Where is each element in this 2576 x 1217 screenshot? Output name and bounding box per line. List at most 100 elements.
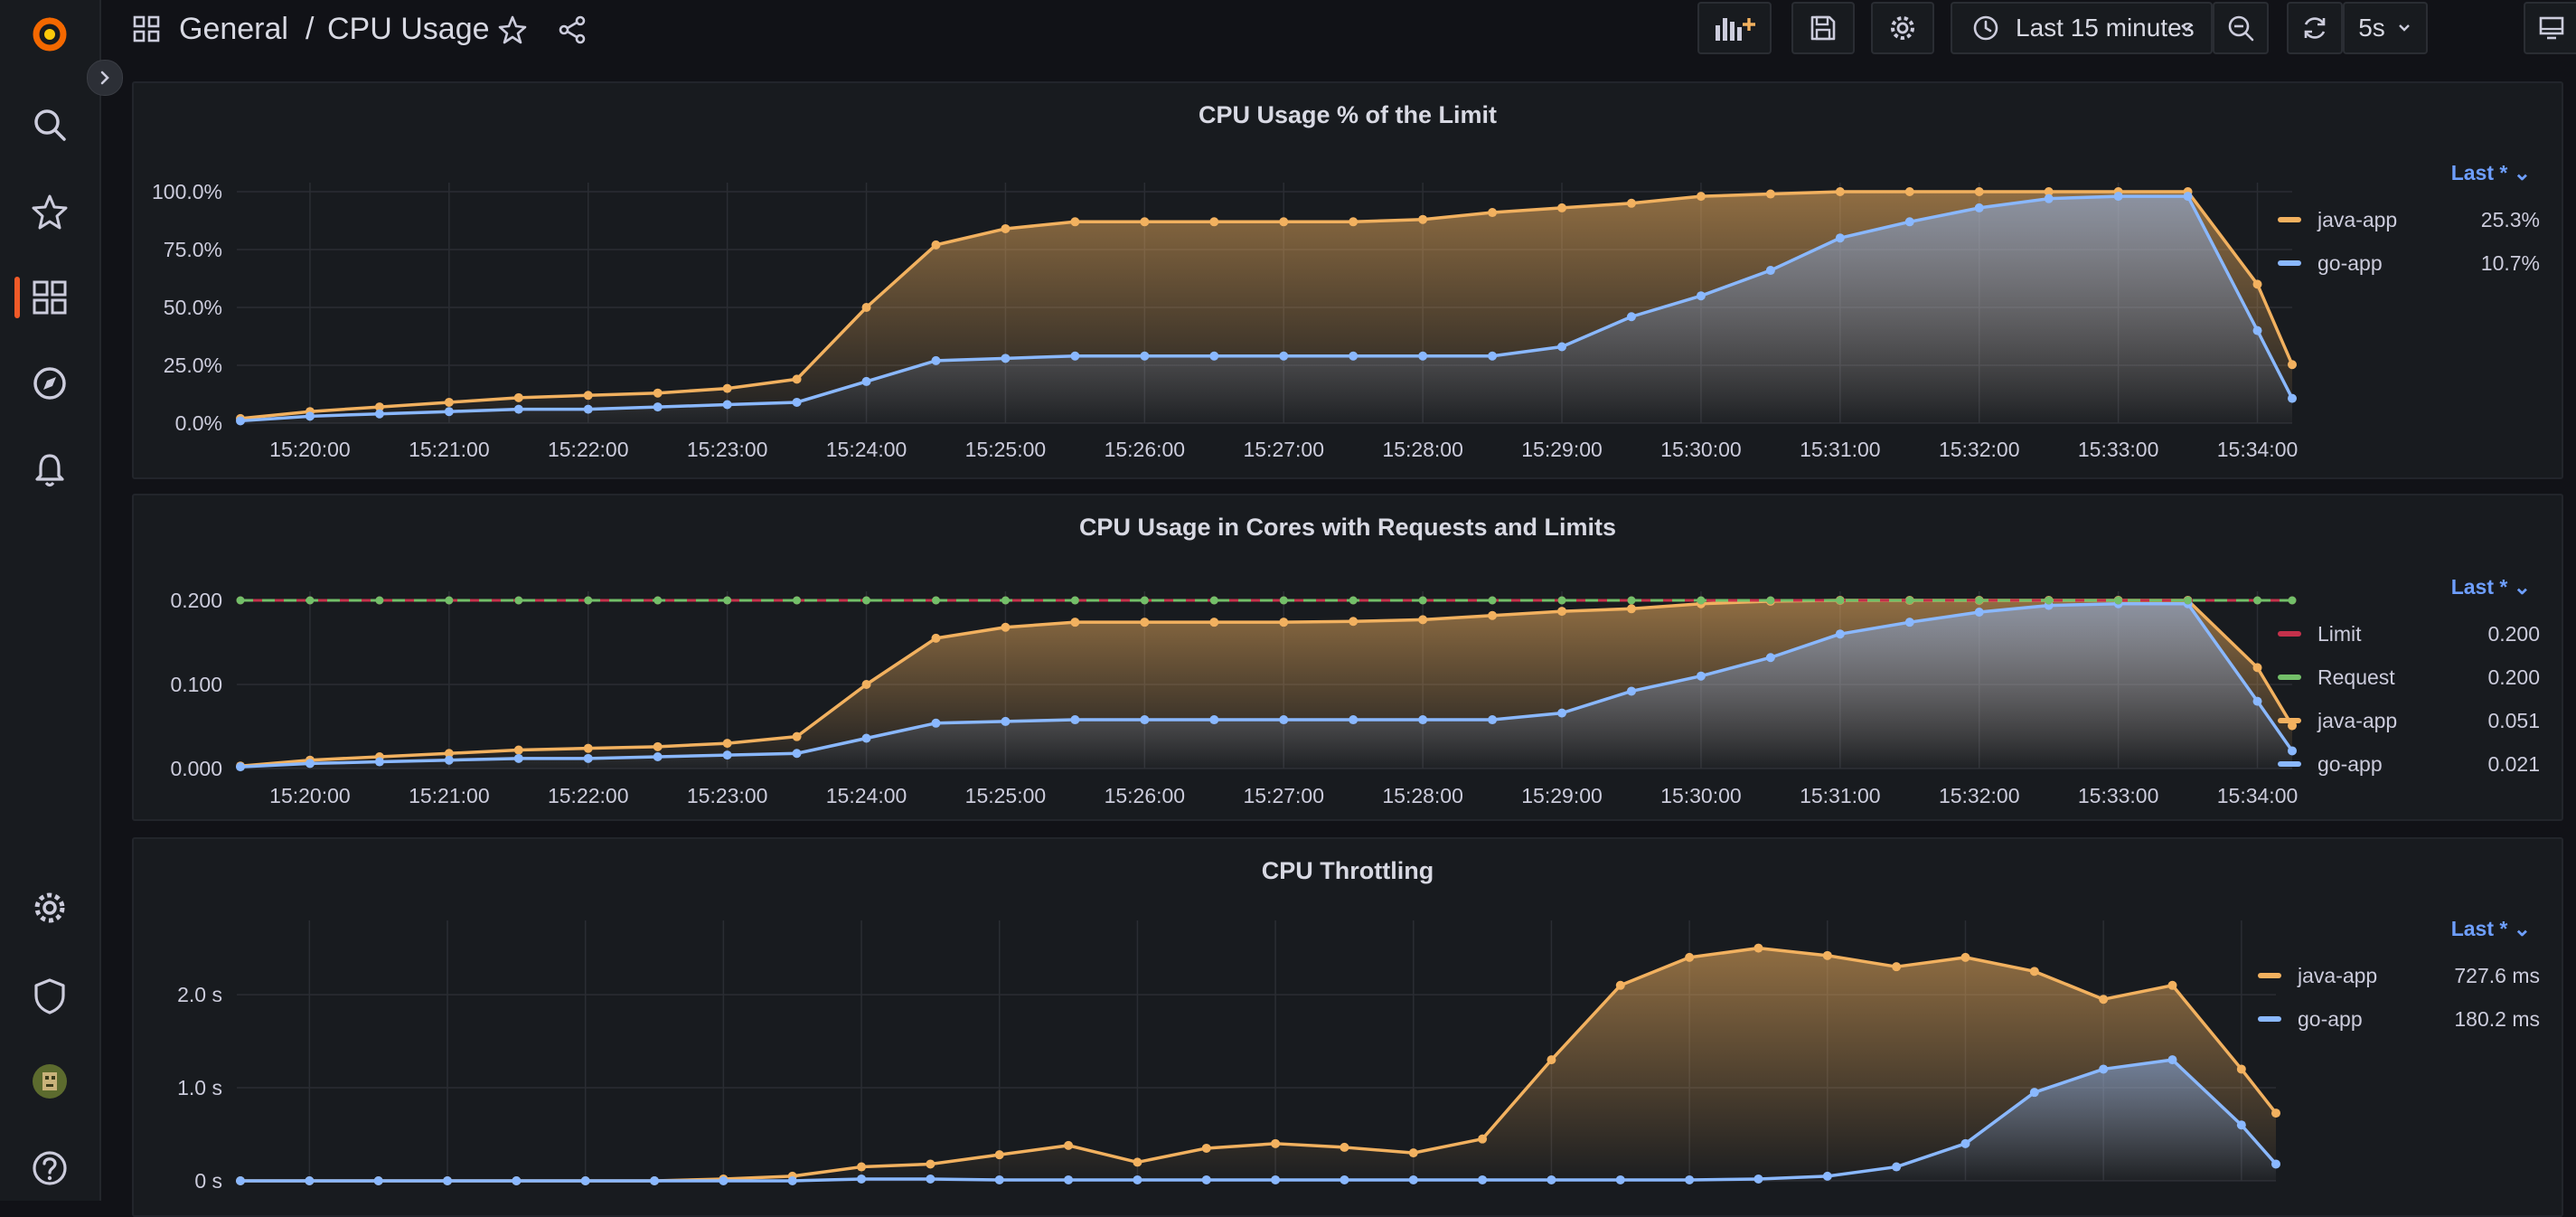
legend-sort-header[interactable]: Last * ⌄ — [2450, 161, 2531, 184]
data-point-request — [2114, 596, 2123, 605]
panel-title[interactable]: CPU Throttling — [1261, 857, 1434, 884]
data-point-request — [653, 596, 663, 605]
cpu-cores-chart[interactable]: 15:20:00 15:21:00 15:22:00 15:23:00 15:24:00… — [134, 495, 2563, 821]
data-point-go-app — [1835, 629, 1845, 639]
data-point-java-app — [1408, 1148, 1418, 1158]
y-tick-label: 1.0 s — [177, 1076, 222, 1099]
data-point-request — [1697, 596, 1706, 605]
star-icon[interactable] — [28, 190, 71, 233]
data-point-go-app — [1904, 618, 1914, 627]
legend-item-java-app[interactable]: java-app 25.3% — [2278, 198, 2540, 241]
legend-item-go-app[interactable]: go-app 180.2 ms — [2258, 997, 2540, 1041]
data-point-java-app — [1488, 610, 1498, 620]
data-point-java-app — [1615, 980, 1625, 990]
data-point-java-app — [2236, 1064, 2246, 1074]
legend-sort-header[interactable]: Last * ⌄ — [2450, 917, 2531, 940]
shield-icon[interactable] — [28, 975, 71, 1018]
save-dashboard-button[interactable] — [1791, 2, 1855, 54]
dashboard-settings-button[interactable] — [1871, 2, 1934, 54]
data-point-java-app — [2288, 360, 2297, 370]
refresh-interval-picker[interactable]: 5s — [2343, 2, 2428, 54]
help-icon[interactable] — [28, 1146, 71, 1190]
data-point-go-app — [512, 1176, 522, 1185]
data-point-go-app — [236, 1176, 245, 1185]
data-point-go-app — [1133, 1175, 1142, 1184]
x-tick-label: 15:23:00 — [687, 784, 768, 807]
user-avatar[interactable] — [28, 1060, 71, 1103]
panel-cpu-cores: CPU Usage in Cores with Requests and Lim… — [132, 494, 2563, 821]
series-area-go-app — [240, 1060, 2276, 1181]
x-tick-label: 15:21:00 — [409, 438, 490, 461]
add-panel-icon — [1716, 18, 1755, 41]
data-point-java-app — [1349, 617, 1359, 627]
data-point-java-app — [1133, 1157, 1142, 1167]
share-icon[interactable] — [557, 14, 588, 45]
settings-gear-icon — [1891, 16, 1914, 40]
grafana-logo-icon[interactable] — [28, 13, 71, 56]
x-tick-label: 15:33:00 — [2078, 784, 2159, 807]
x-tick-label: 15:23:00 — [687, 438, 768, 461]
legend: Last * ⌄ java-app 727.6 ms go-app 180.2 ms — [2258, 917, 2540, 1041]
data-point-java-app — [1892, 962, 1902, 972]
legend: Last * ⌄ Limit 0.200 Request 0.200 java-ap… — [2278, 575, 2540, 786]
add-panel-button[interactable] — [1697, 2, 1772, 54]
expand-menu-button[interactable] — [87, 60, 123, 96]
data-point-go-app — [1685, 1175, 1695, 1184]
legend-item-limit[interactable]: Limit 0.200 — [2278, 612, 2540, 656]
y-tick-label: 25.0% — [164, 354, 222, 377]
data-point-java-app — [857, 1162, 867, 1172]
data-point-go-app — [1557, 342, 1567, 352]
data-point-go-app — [2113, 192, 2123, 202]
refresh-button[interactable] — [2287, 2, 2343, 54]
legend-sort-header[interactable]: Last * ⌄ — [2450, 575, 2531, 599]
configuration-icon[interactable] — [28, 886, 71, 929]
zoom-out-icon — [2228, 15, 2254, 42]
data-point-go-app — [236, 762, 245, 772]
time-range-picker[interactable]: Last 15 minutes — [1951, 2, 2213, 54]
series-color-swatch — [2278, 631, 2301, 637]
breadcrumb-folder[interactable]: General — [179, 12, 288, 46]
dashboards-icon[interactable] — [28, 276, 71, 319]
breadcrumb-dashboard[interactable]: CPU Usage — [327, 12, 490, 46]
data-point-request — [1557, 596, 1566, 605]
cpu-throttling-chart[interactable]: 0 s 1.0 s 2.0 s — [134, 839, 2563, 1217]
cycle-view-mode-button[interactable] — [2524, 2, 2576, 54]
clock-icon — [1973, 15, 1998, 41]
data-point-go-app — [1140, 351, 1150, 361]
panel-title[interactable]: CPU Usage in Cores with Requests and Lim… — [1078, 514, 1617, 541]
data-point-go-app — [994, 1175, 1004, 1184]
legend-item-java-app[interactable]: java-app 727.6 ms — [2258, 954, 2540, 997]
x-tick-label: 15:20:00 — [269, 784, 351, 807]
data-point-go-app — [1960, 1138, 1970, 1148]
legend-item-request[interactable]: Request 0.200 — [2278, 656, 2540, 699]
data-point-java-app — [653, 388, 663, 398]
y-tick-label: 100.0% — [152, 180, 222, 203]
data-point-request — [1001, 596, 1010, 605]
data-point-go-app — [1279, 351, 1289, 361]
search-icon[interactable] — [28, 103, 71, 146]
data-point-request — [931, 596, 940, 605]
data-point-java-app — [1547, 1055, 1556, 1065]
data-point-java-app — [1960, 952, 1970, 962]
legend-item-java-app[interactable]: java-app 0.051 — [2278, 699, 2540, 742]
data-point-go-app — [931, 718, 941, 728]
data-point-java-app — [583, 391, 593, 401]
data-point-go-app — [1753, 1174, 1763, 1184]
alerting-icon[interactable] — [28, 448, 71, 492]
cpu-usage-percent-chart[interactable]: 15:20:00 15:21:00 15:22:00 15:23:00 15:24:00… — [134, 83, 2563, 479]
data-point-go-app — [1478, 1175, 1488, 1184]
legend-item-go-app[interactable]: go-app 0.021 — [2278, 742, 2540, 786]
data-point-go-app — [580, 1176, 590, 1185]
zoom-out-button[interactable] — [2213, 2, 2269, 54]
explore-icon[interactable] — [28, 362, 71, 405]
star-dashboard-icon[interactable] — [497, 14, 528, 45]
panel-title[interactable]: CPU Usage % of the Limit — [1198, 101, 1498, 128]
data-point-request — [1209, 596, 1218, 605]
y-tick-label: 50.0% — [164, 296, 222, 319]
legend-item-go-app[interactable]: go-app 10.7% — [2278, 241, 2540, 285]
data-point-go-app — [1001, 716, 1011, 726]
data-point-go-app — [2044, 193, 2054, 203]
data-point-request — [1627, 596, 1636, 605]
legend: Last * ⌄ java-app 25.3% go-app 10.7% — [2278, 161, 2540, 285]
data-point-go-app — [583, 753, 593, 763]
